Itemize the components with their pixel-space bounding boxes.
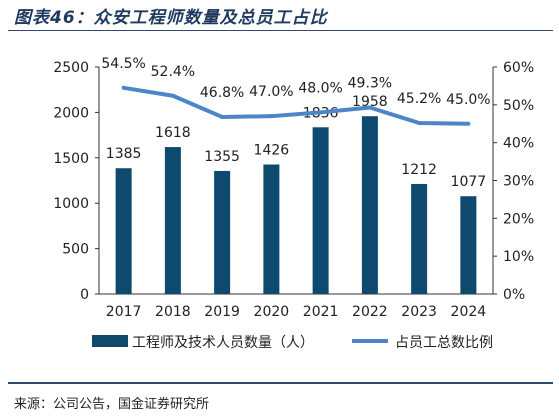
bar-value-label: 1212 xyxy=(401,162,437,178)
ratio-point xyxy=(318,110,323,115)
right-axis-tick-label: 0% xyxy=(503,287,525,303)
bar xyxy=(361,116,378,295)
x-axis-tick-label: 2017 xyxy=(106,304,142,320)
left-axis-tick-label: 500 xyxy=(62,242,89,258)
footer-divider xyxy=(8,382,553,384)
ratio-point xyxy=(269,114,274,119)
x-axis-tick-label: 2021 xyxy=(303,304,339,320)
ratio-point xyxy=(417,120,422,125)
bar xyxy=(164,147,181,294)
legend-swatch-bar xyxy=(92,335,128,347)
bar-value-label: 1426 xyxy=(254,143,290,159)
ratio-line xyxy=(123,85,469,126)
ratio-point xyxy=(170,93,175,98)
bar xyxy=(263,164,280,294)
legend-label-bar: 工程师及技术人员数量（人） xyxy=(132,335,314,351)
title-divider xyxy=(8,30,553,31)
right-axis-tick-label: 20% xyxy=(503,211,534,227)
x-axis-tick-label: 2020 xyxy=(254,304,290,320)
ratio-value-label: 47.0% xyxy=(249,84,293,100)
ratio-point xyxy=(121,85,126,90)
left-axis-tick-label: 0 xyxy=(80,287,89,303)
bar-value-label: 1385 xyxy=(106,146,142,162)
bar xyxy=(411,183,428,294)
bar xyxy=(214,170,231,294)
ratio-value-label: 46.8% xyxy=(200,85,244,101)
ratio-value-label: 45.0% xyxy=(446,92,490,108)
x-axis-tick-label: 2018 xyxy=(155,304,191,320)
ratio-value-label: 48.0% xyxy=(298,80,342,96)
x-axis-tick-label: 2023 xyxy=(401,304,437,320)
left-axis-tick-label: 1500 xyxy=(53,151,89,167)
ratio-value-label: 52.4% xyxy=(151,64,195,80)
ratio-value-label: 54.5% xyxy=(101,56,145,72)
bar-value-label: 1077 xyxy=(451,174,487,190)
bar-value-label: 1355 xyxy=(204,149,240,165)
right-axis-tick-label: 50% xyxy=(503,98,534,114)
chart-title: 图表46：众安工程师数量及总员工占比 xyxy=(14,8,328,28)
right-axis-tick-label: 40% xyxy=(503,136,534,152)
x-axis-tick-label: 2019 xyxy=(204,304,240,320)
bar xyxy=(312,127,329,294)
right-axis-tick-label: 30% xyxy=(503,174,534,190)
right-axis-tick-label: 10% xyxy=(503,249,534,265)
bar-value-label: 1618 xyxy=(155,125,191,141)
left-axis-tick-label: 1000 xyxy=(53,196,89,212)
x-axis-tick-label: 2024 xyxy=(451,304,487,320)
legend-label-line: 占员工总数比例 xyxy=(395,335,493,351)
ratio-point xyxy=(367,105,372,110)
ratio-point xyxy=(220,114,225,119)
x-axis-tick-label: 2022 xyxy=(352,304,388,320)
source-note: 来源：公司公告，国金证券研究所 xyxy=(14,397,210,412)
bar-value-label: 1958 xyxy=(352,94,388,110)
ratio-point xyxy=(466,121,471,126)
bar xyxy=(460,196,477,294)
left-axis-tick-label: 2000 xyxy=(53,105,89,121)
right-axis-tick-label: 60% xyxy=(503,60,534,76)
bar xyxy=(115,168,132,294)
left-axis-tick-label: 2500 xyxy=(53,60,89,76)
ratio-value-label: 49.3% xyxy=(348,75,392,91)
ratio-value-label: 45.2% xyxy=(397,91,441,107)
